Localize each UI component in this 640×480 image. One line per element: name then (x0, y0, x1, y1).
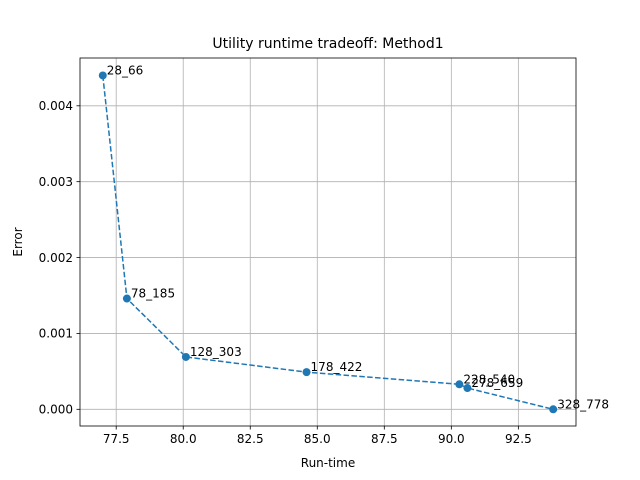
point-label: 228_540 (463, 372, 515, 386)
x-tick-label: 82.5 (237, 432, 264, 446)
grid (80, 58, 576, 426)
plot-frame (79, 57, 577, 427)
y-tick-label: 0.004 (39, 99, 73, 113)
x-axis: 77.5 80.0 82.5 85.0 87.5 90.0 92.5 (103, 426, 532, 446)
x-tick-label: 77.5 (103, 432, 130, 446)
chart-title: Utility runtime tradeoff: Method1 (212, 36, 443, 52)
data-point (181, 352, 190, 361)
y-axis: 0.000 0.001 0.002 0.003 0.004 (39, 99, 80, 417)
x-tick-label: 90.0 (438, 432, 465, 446)
x-tick-label: 87.5 (371, 432, 398, 446)
data-point (455, 380, 464, 389)
point-label: 278_659 (471, 376, 523, 390)
data-point (549, 405, 558, 414)
point-label: 328_778 (557, 397, 609, 411)
x-tick-label: 92.5 (505, 432, 532, 446)
point-label: 28_66 (107, 63, 144, 77)
x-tick-label: 80.0 (170, 432, 197, 446)
point-label: 128_303 (190, 345, 242, 359)
y-axis-label: Error (11, 227, 25, 256)
point-label: 178_422 (311, 360, 363, 374)
series (98, 71, 558, 414)
y-tick-label: 0.002 (39, 251, 73, 265)
data-point (302, 368, 311, 377)
y-tick-label: 0.003 (39, 175, 73, 189)
x-axis-label: Run-time (301, 456, 355, 470)
point-label: 78_185 (131, 287, 175, 301)
data-point (122, 294, 131, 303)
y-tick-label: 0.000 (39, 403, 73, 417)
data-point (463, 384, 472, 393)
data-point (98, 71, 107, 80)
y-tick-label: 0.001 (39, 327, 73, 341)
x-tick-label: 85.0 (304, 432, 331, 446)
